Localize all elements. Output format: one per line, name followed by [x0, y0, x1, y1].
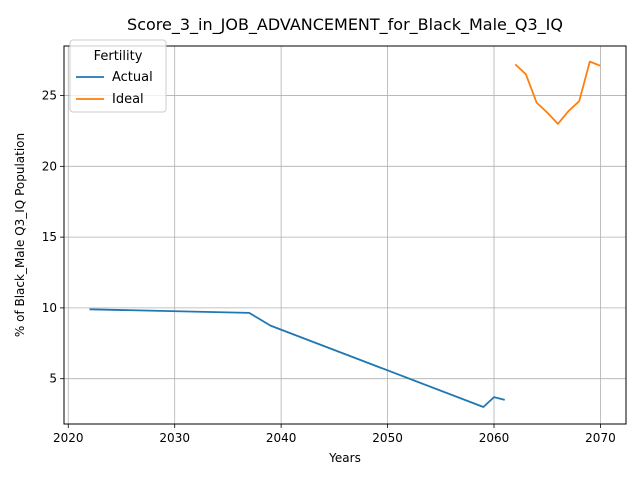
axis-ticks: 2020 2030 2040 2050 2060 2070 5 10 15 20 25 [42, 89, 616, 445]
legend-title: Fertility [94, 49, 143, 64]
y-tick-label: 20 [42, 159, 57, 173]
series-lines [89, 60, 601, 408]
x-tick-label: 2070 [585, 431, 616, 445]
x-tick-label: 2030 [159, 431, 190, 445]
y-tick-label: 10 [42, 301, 57, 315]
x-tick-label: 2050 [372, 431, 403, 445]
x-axis-label: Years [328, 451, 361, 465]
y-tick-label: 5 [49, 372, 57, 386]
plot-frame [63, 45, 627, 425]
x-tick-label: 2060 [479, 431, 510, 445]
legend-frame [69, 39, 167, 113]
y-tick-label: 15 [42, 230, 57, 244]
x-tick-label: 2040 [266, 431, 297, 445]
y-tick-label: 25 [42, 89, 57, 103]
y-axis-label: % of Black_Male Q3_IQ Population [13, 133, 27, 337]
legend-label-ideal: Ideal [112, 92, 144, 107]
x-tick-label: 2020 [53, 431, 84, 445]
legend: Fertility Actual Ideal [69, 39, 167, 113]
series-line-actual [89, 308, 505, 408]
chart-title: Score_3_in_JOB_ADVANCEMENT_for_Black_Mal… [127, 15, 563, 35]
series-line-ideal [514, 60, 601, 125]
legend-label-actual: Actual [112, 70, 153, 85]
